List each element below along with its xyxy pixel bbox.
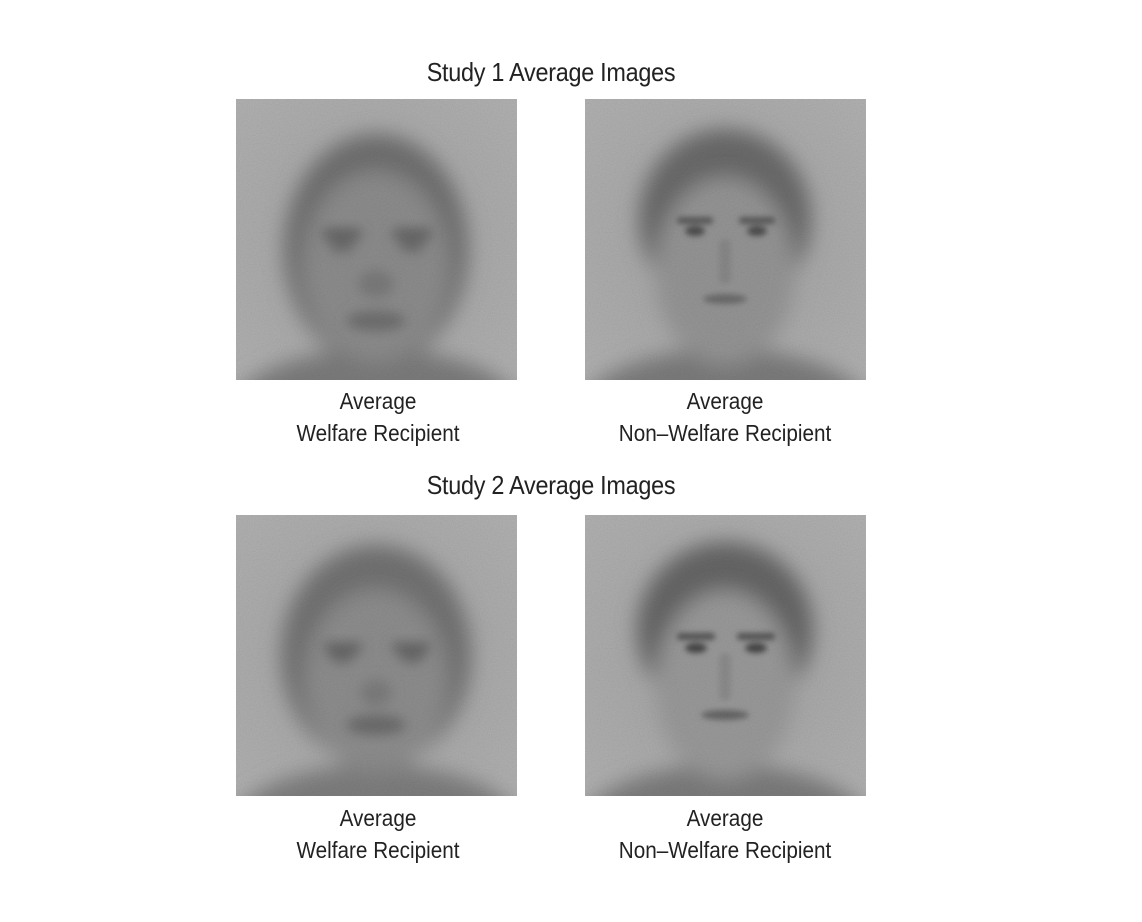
caption-line-2: Non–Welfare Recipient [618,837,832,863]
caption-line-2: Non–Welfare Recipient [618,420,832,446]
study-2-welfare-caption: Average Welfare Recipient [234,802,522,866]
study-2-non-welfare-face-image [585,515,866,796]
caption-line-1: Average [339,805,417,831]
caption-line-1: Average [686,805,764,831]
study-2-title: Study 2 Average Images [426,470,676,500]
caption-line-1: Average [339,388,417,414]
caption-line-1: Average [686,388,764,414]
study-2-welfare-face-image [236,515,517,796]
study-1-welfare-face-image [236,99,517,380]
study-1-non-welfare-caption: Average Non–Welfare Recipient [581,385,869,449]
study-1-welfare-caption: Average Welfare Recipient [234,385,522,449]
caption-line-2: Welfare Recipient [296,837,460,863]
study-1-title: Study 1 Average Images [426,57,676,87]
study-1-non-welfare-face-image [585,99,866,380]
study-2-non-welfare-caption: Average Non–Welfare Recipient [581,802,869,866]
caption-line-2: Welfare Recipient [296,420,460,446]
